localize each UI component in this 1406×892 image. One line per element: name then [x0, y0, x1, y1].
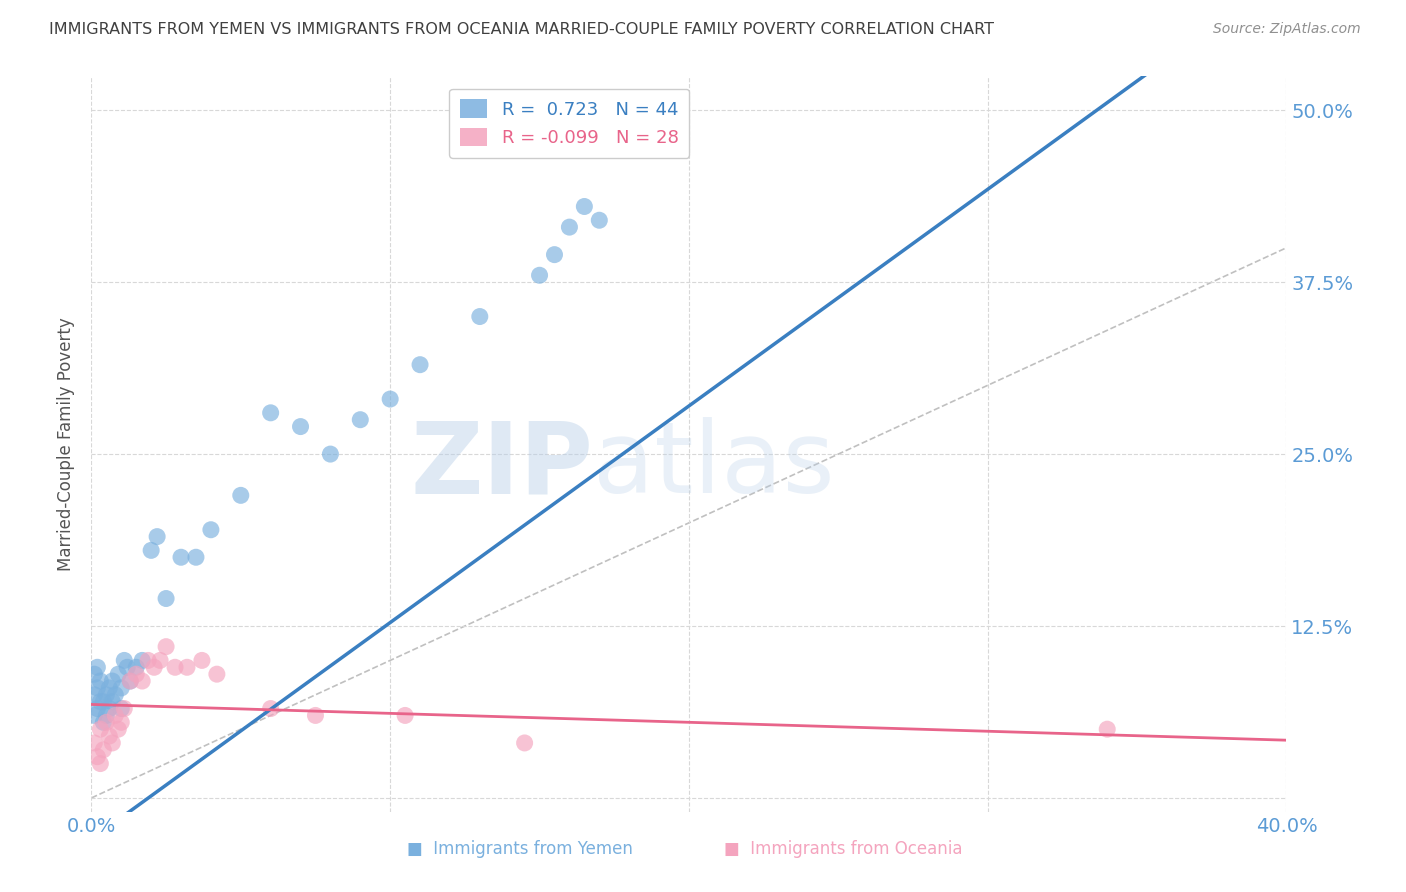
- Text: Source: ZipAtlas.com: Source: ZipAtlas.com: [1213, 22, 1361, 37]
- Point: [588, 213, 610, 227]
- Point: [143, 660, 166, 674]
- Text: ■  Immigrants from Oceania: ■ Immigrants from Oceania: [724, 840, 963, 858]
- Point: [290, 419, 312, 434]
- Point: [558, 220, 581, 235]
- Point: [304, 708, 326, 723]
- Point: [205, 667, 228, 681]
- Point: [98, 701, 121, 715]
- Point: [112, 653, 135, 667]
- Point: [409, 358, 432, 372]
- Point: [141, 543, 163, 558]
- Point: [155, 640, 177, 654]
- Point: [131, 674, 153, 689]
- Point: [125, 660, 148, 674]
- Point: [89, 695, 111, 709]
- Point: [319, 447, 342, 461]
- Text: IMMIGRANTS FROM YEMEN VS IMMIGRANTS FROM OCEANIA MARRIED-COUPLE FAMILY POVERTY C: IMMIGRANTS FROM YEMEN VS IMMIGRANTS FROM…: [49, 22, 994, 37]
- Point: [104, 688, 127, 702]
- Point: [163, 660, 186, 674]
- Point: [120, 674, 142, 689]
- Point: [1097, 722, 1119, 736]
- Point: [259, 406, 281, 420]
- Point: [96, 708, 118, 723]
- Text: ■  Immigrants from Yemen: ■ Immigrants from Yemen: [408, 840, 633, 858]
- Point: [107, 722, 129, 736]
- Point: [83, 688, 105, 702]
- Point: [149, 653, 172, 667]
- Point: [349, 413, 371, 427]
- Point: [200, 523, 222, 537]
- Point: [93, 695, 115, 709]
- Point: [112, 701, 135, 715]
- Point: [155, 591, 177, 606]
- Legend: R =  0.723   N = 44, R = -0.099   N = 28: R = 0.723 N = 44, R = -0.099 N = 28: [450, 88, 689, 158]
- Point: [574, 199, 596, 213]
- Point: [104, 708, 127, 723]
- Point: [229, 488, 252, 502]
- Point: [83, 736, 105, 750]
- Point: [93, 715, 115, 730]
- Point: [176, 660, 198, 674]
- Point: [146, 530, 169, 544]
- Point: [89, 756, 111, 771]
- Point: [96, 688, 118, 702]
- Point: [115, 660, 138, 674]
- Point: [184, 550, 207, 565]
- Point: [110, 715, 132, 730]
- Point: [543, 247, 565, 261]
- Y-axis label: Married-Couple Family Poverty: Married-Couple Family Poverty: [58, 317, 76, 571]
- Point: [468, 310, 491, 324]
- Point: [86, 749, 108, 764]
- Point: [107, 667, 129, 681]
- Point: [110, 701, 132, 715]
- Point: [394, 708, 416, 723]
- Point: [191, 653, 214, 667]
- Text: atlas: atlas: [593, 417, 835, 515]
- Point: [110, 681, 132, 695]
- Point: [96, 715, 118, 730]
- Point: [98, 729, 121, 743]
- Point: [120, 674, 142, 689]
- Point: [83, 667, 105, 681]
- Point: [101, 736, 124, 750]
- Point: [125, 667, 148, 681]
- Point: [98, 681, 121, 695]
- Point: [101, 695, 124, 709]
- Point: [89, 722, 111, 736]
- Point: [259, 701, 281, 715]
- Point: [380, 392, 402, 406]
- Point: [83, 708, 105, 723]
- Point: [89, 674, 111, 689]
- Point: [86, 681, 108, 695]
- Point: [93, 743, 115, 757]
- Point: [86, 701, 108, 715]
- Text: ZIP: ZIP: [411, 417, 593, 515]
- Point: [131, 653, 153, 667]
- Point: [513, 736, 536, 750]
- Point: [170, 550, 193, 565]
- Point: [136, 653, 159, 667]
- Point: [529, 268, 551, 283]
- Point: [101, 674, 124, 689]
- Point: [86, 660, 108, 674]
